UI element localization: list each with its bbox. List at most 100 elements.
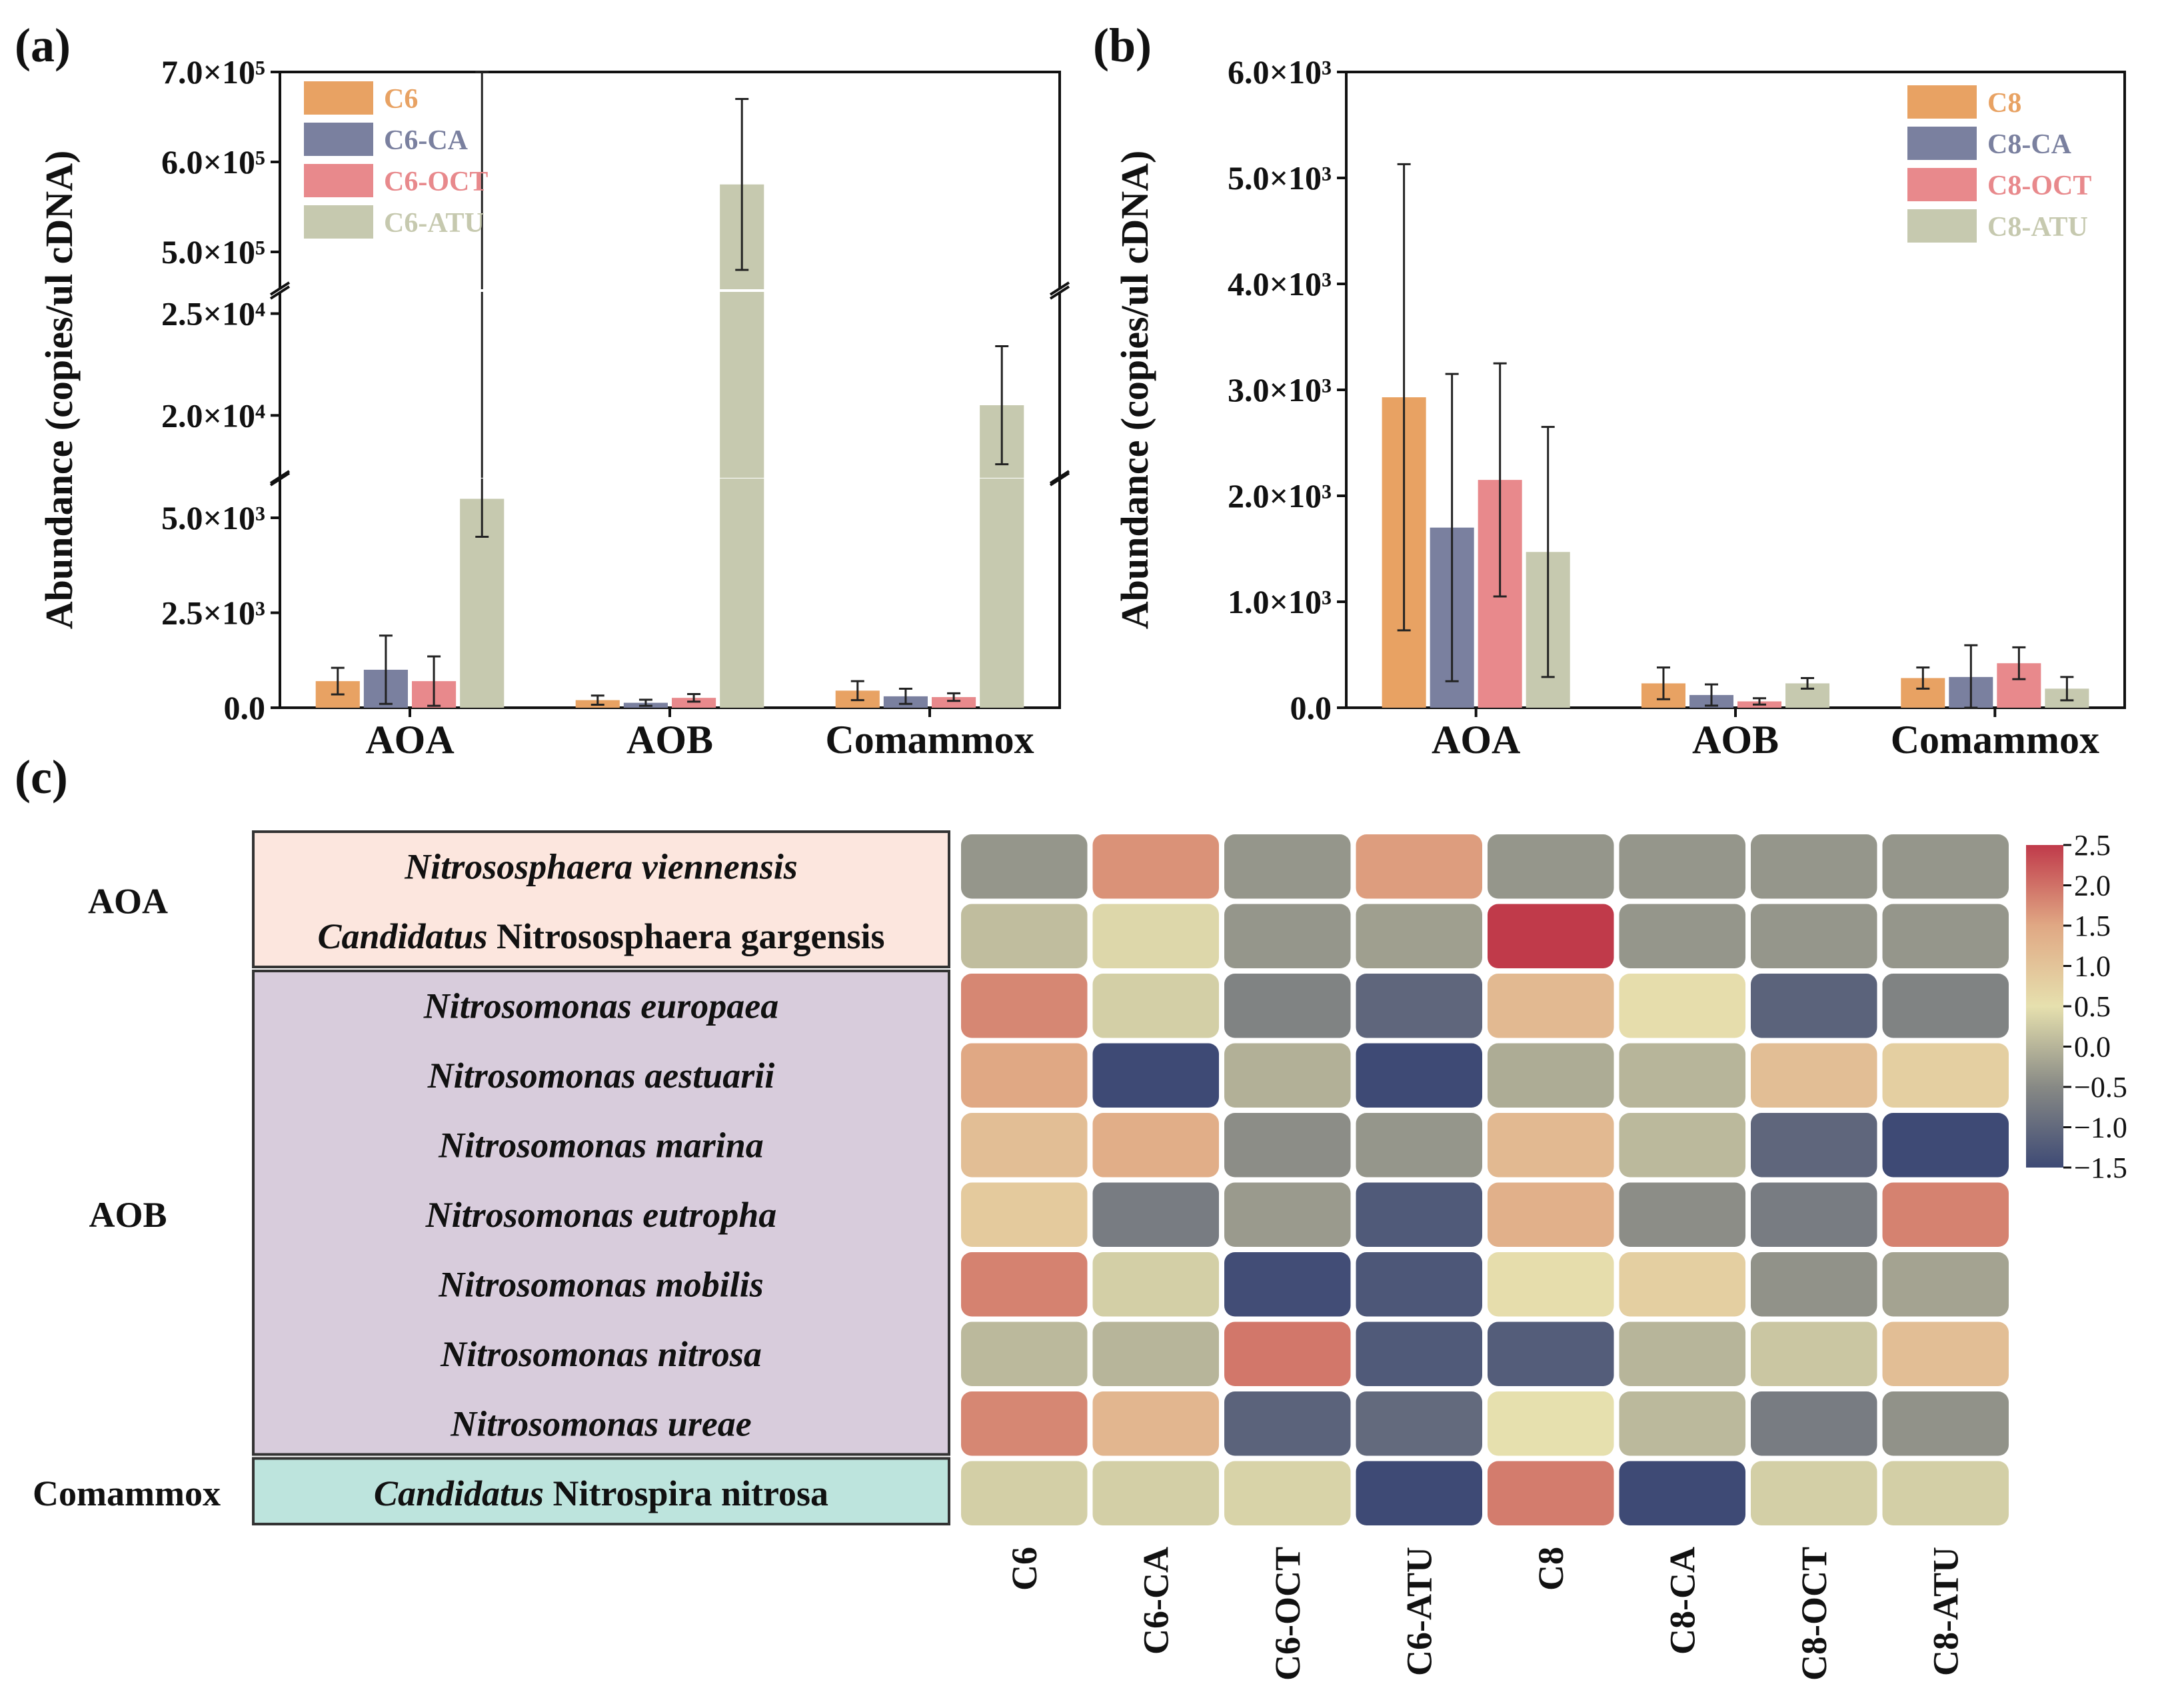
heatmap-cell [961,1252,1088,1317]
heatmap-cell [1751,904,1877,968]
legend-swatch-C6-OCT [304,164,373,197]
y-tick-label: 2.5×10³ [161,594,265,632]
colorbar [2026,845,2063,1168]
legend-label-C8: C8 [1987,88,2021,119]
colorbar-tick-label: 0.0 [2074,1031,2111,1064]
heatmap-cell [1619,1321,1745,1386]
axis-break-gap [284,289,1056,292]
colorbar-tick-label: −1.5 [2074,1152,2127,1184]
bar-C6-OCT-Comammox [932,697,976,708]
row-label: Nitrosomonas eutropha [425,1195,777,1235]
row-label-part: Nitrosomonas ureae [450,1403,752,1443]
legend-swatch-C6-CA [304,123,373,156]
bar-C6-ATU-AOB [720,184,764,708]
heatmap-cell [1356,904,1482,968]
x-tick-label: AOB [626,718,713,762]
heatmap-cell [1092,904,1219,968]
heatmap-cell [1224,904,1351,968]
x-tick-label: AOA [1432,718,1520,762]
axis-break-mark [1049,472,1070,486]
heatmap-cell [1488,1182,1614,1247]
x-tick-label: AOA [365,718,454,762]
heatmap-cell [1224,1043,1351,1108]
legend-label-C8-CA: C8-CA [1987,129,2072,160]
row-label-part: Nitrososphaera viennensis [404,846,798,886]
row-label: Nitrosomonas aestuarii [427,1056,775,1096]
heatmap-cell [1092,1113,1219,1178]
heatmap-cell [961,834,1088,899]
x-tick-label: Comammox [825,718,1034,762]
column-label: C6-ATU [1399,1547,1439,1676]
heatmap-cell [1619,1252,1745,1317]
colorbar-tick-label: 2.0 [2074,870,2111,902]
y-tick-label: 5.0×10³ [1228,159,1332,197]
heatmap-cell [1488,974,1614,1038]
legend-swatch-C8 [1907,85,1977,119]
column-label: C6-OCT [1268,1547,1308,1681]
heatmap-cell [1751,1113,1877,1178]
heatmap-cell [1224,1391,1351,1456]
heatmap-cell [1619,1461,1745,1525]
heatmap-cell [1092,974,1219,1038]
row-label-part: Nitrospira nitrosa [544,1473,828,1513]
chart-b: AOA AOB Comammox 0.0 1.0×10³ 2.0×10³ 3.0×10³ 4.… [1113,53,2126,762]
row-label-part: Candidatus [317,916,487,956]
heatmap-cell [1488,1252,1614,1317]
colorbar-tick-label: −0.5 [2074,1071,2127,1104]
heatmap-cell [1619,1391,1745,1456]
group-label-Comammox: Comammox [33,1473,221,1513]
row-label-part: Nitrosomonas eutropha [425,1195,777,1235]
y-tick-label: 5.0×10³ [161,499,265,536]
row-label: Candidatus Nitrospira nitrosa [374,1473,828,1513]
heatmap-cell [1224,1321,1351,1386]
heatmap-cell [1751,834,1877,899]
legend-swatch-C6-ATU [304,205,373,239]
row-label-part: Nitrososphaera gargensis [488,916,885,956]
axis-break-mask [1052,288,1068,293]
heatmap-cell [1882,1321,2009,1386]
heatmap-cell [1092,834,1219,899]
axis-break-mark [269,470,291,484]
heatmap-cell [961,1182,1088,1247]
column-label: C6 [1004,1547,1044,1591]
heatmap-cell [1356,834,1482,899]
panel-label-a: (a) [15,19,71,72]
heatmap-cell [1356,1182,1482,1247]
axis-break-mark [269,472,291,486]
heatmap-cell [1356,1252,1482,1317]
legend-swatch-C8-ATU [1907,209,1977,243]
heatmap-cell [1488,1391,1614,1456]
group-label-AOA: AOA [88,882,168,922]
group-box-AOA [252,830,950,968]
y-tick-label: 0.0 [224,689,266,726]
heatmap-cell [961,904,1088,968]
chart-a: AOA AOB Comammox 0.0 2.5×10³ 5.0×10³ 2.0×10⁴ 2.… [37,53,1070,762]
y-tick-label: 2.0×10³ [1228,477,1332,514]
group-label-AOB: AOB [89,1195,167,1235]
row-label-part: Nitrosomonas europaea [423,986,779,1026]
heatmap-cell [1356,1461,1482,1525]
y-tick-label: 3.0×10³ [1228,371,1332,409]
heatmap-cell [1882,1043,2009,1108]
y-tick-label: 7.0×10⁵ [161,53,265,91]
heatmap-cell [961,1461,1088,1525]
row-label-part: Candidatus [374,1473,544,1513]
heatmap-cell [1751,974,1877,1038]
group-box-AOB [252,970,950,1456]
heatmap-cell [1092,1182,1219,1247]
heatmap-cell [1619,974,1745,1038]
x-tick-label: AOB [1692,718,1779,762]
heatmap-cell [961,1113,1088,1178]
legend-label-C6: C6 [384,84,418,115]
heatmap-cell [1488,834,1614,899]
row-label-part: Nitrosomonas mobilis [438,1264,764,1304]
y-tick-label: 4.0×10³ [1228,265,1332,303]
axis-break-mask [272,288,288,293]
heatmap-cell [1092,1391,1219,1456]
y-tick-label: 6.0×10⁵ [161,143,265,181]
y-tick-label: 0.0 [1290,689,1332,726]
heatmap-cell [1751,1461,1877,1525]
panel-label-b: (b) [1093,19,1152,72]
axis-break-mark [1049,285,1070,300]
